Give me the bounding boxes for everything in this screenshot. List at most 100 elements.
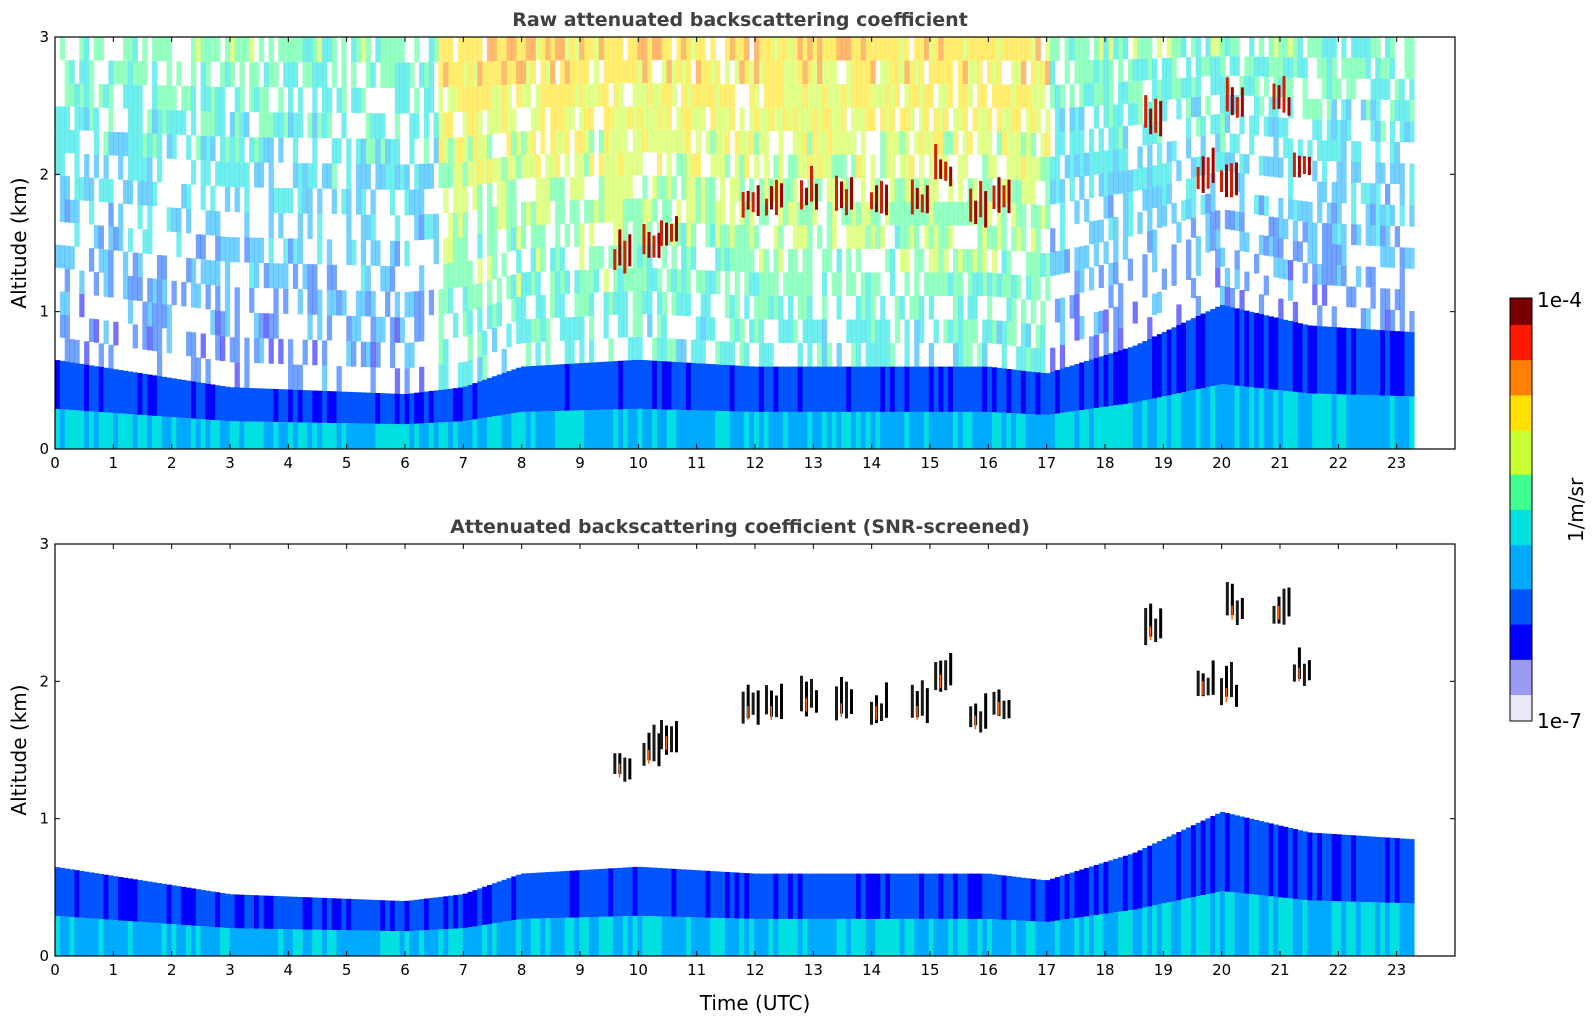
noise-cell <box>676 37 682 61</box>
bl-upper-cell <box>292 896 299 930</box>
cloud-edge-mark <box>939 674 942 689</box>
bl-lower-cell <box>55 916 61 956</box>
noise-cell <box>351 315 357 342</box>
noise-cell <box>1050 156 1056 181</box>
noise-cell <box>1050 228 1056 253</box>
bl-lower-cell <box>812 411 818 449</box>
noise-cell <box>152 327 158 352</box>
noise-cell <box>506 60 512 85</box>
colorbar-step <box>1510 465 1532 475</box>
bl-lower-cell <box>220 420 226 449</box>
noise-cell <box>166 61 172 86</box>
noise-cell <box>1249 76 1255 96</box>
noise-cell <box>1394 289 1401 311</box>
noise-cell <box>1351 182 1357 204</box>
noise-cell <box>525 131 532 155</box>
noise-cell <box>477 332 483 357</box>
bl-upper-cell <box>637 866 643 916</box>
noise-cell <box>326 289 333 316</box>
noise-cell <box>273 263 279 289</box>
noise-cell <box>1331 244 1337 265</box>
noise-cell <box>1108 82 1114 105</box>
noise-cell <box>215 86 221 112</box>
cloud-mark <box>780 683 783 720</box>
bl-upper-cell <box>754 873 760 919</box>
noise-cell <box>1016 108 1022 133</box>
noise-cell <box>516 320 522 345</box>
noise-cell <box>846 248 852 273</box>
noise-cell <box>1307 222 1313 244</box>
noise-cell <box>875 84 881 108</box>
noise-cell <box>676 292 682 316</box>
bl-lower-cell <box>622 916 629 956</box>
bl-lower-cell <box>550 411 556 449</box>
bl-upper-cell <box>389 393 396 425</box>
noise-cell <box>1059 344 1066 369</box>
noise-cell <box>389 266 396 292</box>
bl-lower-cell <box>433 422 439 449</box>
x-tick-label: 18 <box>1095 454 1114 472</box>
bl-upper-cell <box>380 393 386 424</box>
bl-lower-cell <box>137 414 143 449</box>
noise-cell <box>996 84 1002 108</box>
noise-cell <box>622 198 629 222</box>
noise-cell <box>399 317 405 343</box>
cloud-mark <box>815 690 818 713</box>
bl-upper-cell <box>1030 371 1036 415</box>
bl-lower-cell <box>724 918 731 956</box>
bl-upper-cell <box>1103 861 1109 914</box>
noise-cell <box>933 107 939 132</box>
cloud-mark <box>1206 677 1210 696</box>
noise-cell <box>923 37 930 61</box>
bl-upper-cell <box>642 867 648 917</box>
noise-cell <box>108 131 114 156</box>
cloud-mark <box>1007 179 1011 214</box>
noise-cell <box>919 201 925 226</box>
bl-upper-cell <box>1215 813 1221 892</box>
noise-cell <box>690 176 697 200</box>
noise-cell <box>957 319 964 344</box>
bl-upper-cell <box>1127 347 1134 404</box>
bl-lower-cell <box>428 929 435 956</box>
bl-upper-cell <box>166 377 172 417</box>
noise-cell <box>1093 82 1100 106</box>
bl-lower-cell <box>1195 896 1201 956</box>
noise-cell <box>787 107 794 132</box>
noise-cell <box>394 62 401 88</box>
bl-upper-cell <box>836 366 842 412</box>
noise-cell <box>1307 243 1313 264</box>
bl-lower-cell <box>851 918 857 956</box>
bl-upper-cell <box>438 896 444 930</box>
bl-upper-cell <box>1098 863 1104 915</box>
noise-cell <box>1360 99 1367 121</box>
bl-lower-cell <box>821 918 828 956</box>
noise-cell <box>1409 184 1415 206</box>
noise-cell <box>652 37 658 61</box>
bl-upper-cell <box>923 366 930 412</box>
noise-cell <box>977 84 983 108</box>
noise-cell <box>734 60 740 84</box>
noise-cell <box>919 131 925 155</box>
bl-lower-cell <box>1074 410 1080 449</box>
bl-lower-cell <box>161 416 168 449</box>
noise-cell <box>715 107 721 131</box>
bl-lower-cell <box>127 921 134 956</box>
noise-cell <box>826 343 833 367</box>
cloud-mark <box>1196 166 1200 190</box>
noise-cell <box>200 185 206 210</box>
noise-cell <box>768 60 774 85</box>
noise-cell <box>1375 78 1381 100</box>
noise-cell <box>739 177 745 202</box>
noise-cell <box>370 113 376 139</box>
noise-cell <box>501 180 507 205</box>
noise-cell <box>1409 58 1415 80</box>
noise-cell <box>132 156 138 181</box>
bl-upper-cell <box>186 380 192 419</box>
bl-upper-cell <box>98 366 104 413</box>
bl-upper-cell <box>355 899 362 931</box>
noise-cell <box>826 107 833 132</box>
bl-upper-cell <box>113 369 119 414</box>
cloud-mark <box>1159 608 1163 639</box>
noise-cell <box>690 199 697 224</box>
noise-cell <box>1224 113 1231 134</box>
